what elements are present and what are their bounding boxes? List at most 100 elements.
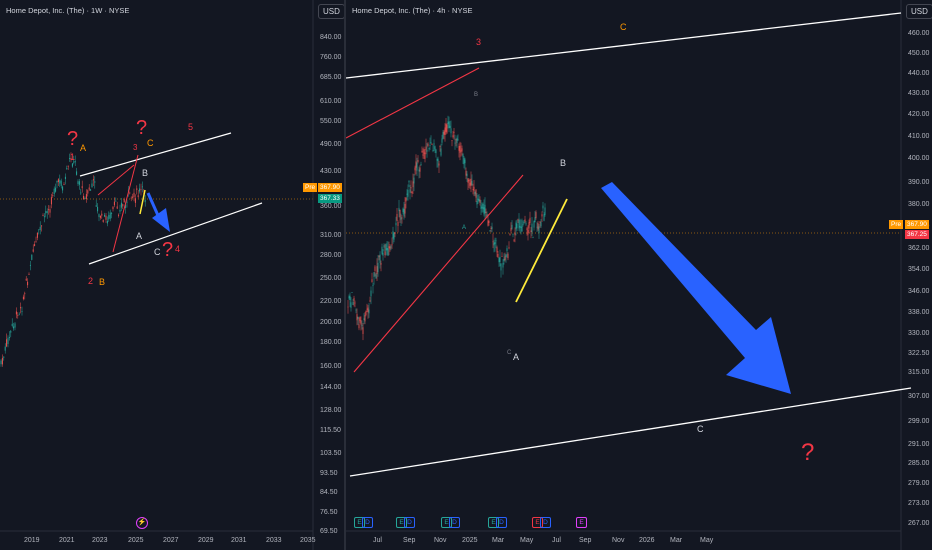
candle-body [377,262,379,273]
candle-body [496,247,498,253]
candle-body [39,226,41,231]
candle-body [420,164,422,165]
event-marker[interactable]: E [396,517,407,528]
candle-body [521,225,523,232]
candle-body [418,169,420,172]
event-marker[interactable]: E [488,517,499,528]
price-tick-right: 362.00 [908,245,930,252]
candle-body [403,209,405,217]
candle-body [122,204,124,207]
candle-body [74,161,76,163]
candle-body [475,189,477,198]
candle-body [371,279,373,283]
candle-body [123,199,125,203]
candle-body [457,139,459,141]
candle-body [63,184,65,185]
event-marker[interactable]: D [540,517,551,528]
candle-body [27,281,29,286]
candle-body [394,232,396,234]
candle-body [439,146,441,147]
candle-body [52,194,54,196]
candle-body [109,212,111,219]
candle-body [400,217,402,220]
wave-label: 2 [88,276,93,286]
candle-body [446,124,448,133]
candle-body [501,256,503,257]
candle-body [120,202,122,208]
event-marker[interactable]: E [576,517,587,528]
question-mark-icon: ? [801,439,814,466]
price-tick-left: 360.00 [320,203,342,210]
event-marker[interactable]: E [441,517,452,528]
event-marker[interactable]: E [354,517,365,528]
candle-body [6,339,8,347]
candle-body [540,222,542,227]
candle-body [111,213,113,214]
currency-button-left[interactable]: USD [318,4,344,19]
candle-body [352,302,354,305]
pre-label-left: Pre [305,184,316,191]
candle-body [389,246,391,250]
candle-body [15,311,17,315]
candle-body [522,224,524,226]
candle-body [393,233,395,240]
candle-body [483,207,485,215]
event-marker[interactable]: E [532,517,543,528]
candle-body [509,233,511,235]
candle-body [437,158,439,162]
time-tick-left: 2023 [92,537,108,544]
candle-body [92,179,94,181]
candle-body [494,242,496,244]
four-hour-chart-pane[interactable]: 3 C B A C A B C? Home Depot, Inc. (The) · 4h · … [346,0,932,550]
candle-body [119,209,121,212]
candle-body [430,141,432,143]
candle-body [137,195,139,197]
candle-body [48,209,50,211]
price-tick-left: 144.00 [320,384,342,391]
candle-body [441,138,443,143]
candle-body [425,146,427,150]
price-tick-right: 380.00 [908,201,930,208]
pane-divider[interactable] [344,0,346,550]
weekly-chart-pane[interactable]: 1 A 3 C 5 B A C 4 2 B??? Home Depot, Inc. (The) · … [0,0,344,550]
replay-icon[interactable]: ⚡ [136,517,148,529]
time-tick-right: 2026 [639,537,655,544]
event-marker[interactable]: D [362,517,373,528]
event-marker[interactable]: D [404,517,415,528]
event-marker[interactable]: D [496,517,507,528]
candle-body [366,308,368,310]
price-tick-left: 280.00 [320,252,342,259]
candle-body [66,168,68,170]
price-tick-left: 93.50 [320,470,338,477]
candle-body [106,220,108,224]
candle-body [480,205,482,209]
candle-body [512,233,514,235]
price-tick-right: 285.00 [908,460,930,467]
candle-body [387,248,389,256]
currency-button-right[interactable]: USD [906,4,932,19]
price-tick-left: 490.00 [320,141,342,148]
time-tick-left: 2033 [266,537,282,544]
candle-body [126,201,128,203]
candle-body [130,197,132,199]
candle-body [518,219,520,229]
event-marker[interactable]: D [449,517,460,528]
candle-body [55,187,57,192]
candle-body [481,207,483,209]
candle-body [73,161,75,163]
candle-body [541,214,543,217]
candle-body [104,214,106,217]
time-tick-right: Nov [434,537,447,544]
time-tick-right: Nov [612,537,625,544]
channel-upper-line [79,132,232,177]
candle-body [101,213,103,216]
time-tick-right: May [700,537,714,544]
candle-body [116,206,118,209]
candle-body [391,244,393,246]
candle-body [396,213,398,221]
time-tick-left: 2021 [59,537,75,544]
price-tick-left: 840.00 [320,34,342,41]
candle-body [422,154,424,156]
